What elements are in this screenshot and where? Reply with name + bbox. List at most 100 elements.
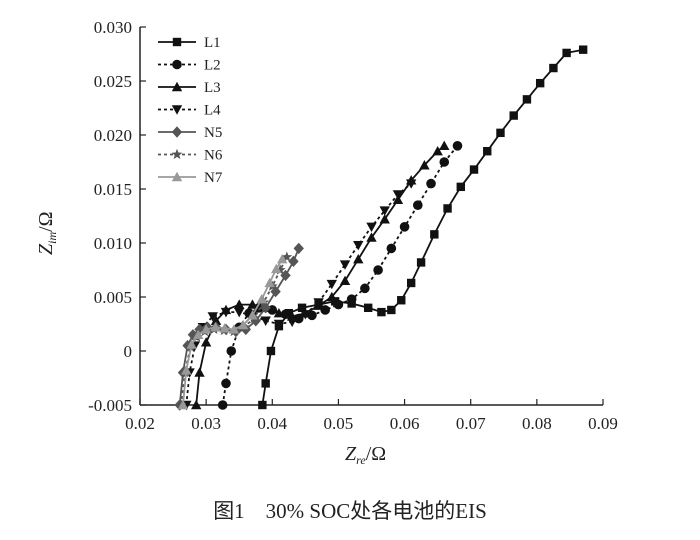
axes — [139, 27, 603, 406]
y-tick-label: 0.020 — [94, 126, 132, 145]
data-point-L4 — [234, 307, 245, 318]
data-point-L2 — [217, 400, 228, 410]
data-point-N7 — [219, 323, 230, 333]
data-point-L1 — [430, 230, 439, 239]
data-point-L2 — [373, 265, 383, 275]
y-ticks: -0.005 0 0.005 0.010 0.015 0.020 0.025 0.030 — [88, 18, 146, 415]
x-tick-label: 0.06 — [390, 414, 420, 433]
figure-caption: 图1 30% SOC处各电池的EIS — [213, 499, 487, 523]
data-point-L4 — [392, 190, 404, 200]
legend-marker-L3 — [171, 81, 183, 92]
data-point-L3 — [273, 308, 285, 318]
data-point-L2 — [307, 310, 317, 321]
y-axis-label: Zim/Ω — [35, 211, 59, 255]
legend-label-N6: N6 — [204, 148, 223, 164]
legend-marker-L2 — [172, 59, 182, 70]
data-point-L3 — [339, 275, 351, 285]
legend-label-L2: L2 — [204, 58, 221, 74]
legend-label-L3: L3 — [204, 80, 221, 96]
y-tick-label: 0.005 — [94, 288, 132, 307]
data-point-L4 — [326, 279, 338, 290]
x-tick-label: 0.03 — [191, 414, 221, 433]
legend: L1 L2 L3 L4 N5 N6 N7 — [158, 35, 223, 186]
data-point-L1 — [509, 111, 518, 120]
x-tick-label: 0.04 — [257, 414, 287, 433]
series-line-L2 — [221, 145, 459, 406]
x-ticks: 0.02 0.03 0.04 0.05 0.06 0.07 0.08 0.09 — [125, 399, 618, 433]
data-point-N7 — [181, 365, 192, 375]
data-point-L2 — [452, 141, 463, 151]
data-point-N7 — [277, 254, 288, 264]
data-point-N7 — [193, 329, 204, 339]
data-point-L1 — [363, 303, 373, 312]
data-point-L4 — [300, 310, 311, 320]
data-point-L1 — [522, 95, 532, 104]
legend-label-N7: N7 — [204, 170, 223, 186]
data-point-L3 — [200, 337, 212, 347]
data-point-L1 — [496, 128, 505, 138]
data-point-L4 — [339, 260, 351, 270]
data-point-N7 — [264, 277, 275, 288]
data-point-L1 — [469, 165, 479, 174]
legend-marker-N7 — [171, 171, 183, 182]
data-point-L4 — [273, 319, 285, 330]
data-point-N7 — [200, 324, 212, 334]
data-point-L3 — [191, 399, 202, 410]
data-point-L1 — [535, 78, 545, 88]
data-point-L4 — [220, 307, 232, 318]
data-point-L1 — [377, 307, 386, 317]
data-point-L3 — [439, 140, 450, 150]
data-point-N7 — [247, 310, 258, 320]
data-point-N7 — [177, 399, 189, 410]
data-point-L3 — [326, 291, 338, 302]
data-point-N7 — [256, 293, 267, 304]
data-point-L2 — [226, 346, 237, 356]
series-L1 — [258, 45, 588, 410]
data-point-L2 — [346, 294, 357, 304]
data-point-L1 — [406, 278, 416, 288]
data-point-N7 — [186, 339, 197, 349]
data-point-L4 — [207, 312, 218, 322]
data-point-N7 — [210, 322, 221, 332]
data-point-L1 — [416, 258, 426, 267]
data-point-L3 — [234, 299, 245, 309]
data-point-L2 — [221, 378, 231, 389]
data-point-L4 — [405, 179, 417, 189]
data-point-N7 — [237, 319, 249, 330]
y-tick-label: 0 — [124, 342, 133, 361]
data-point-L1 — [483, 147, 492, 156]
data-point-L1 — [387, 305, 396, 315]
data-point-L2 — [333, 299, 344, 310]
x-tick-label: 0.08 — [522, 414, 552, 433]
legend-label-L1: L1 — [204, 35, 221, 51]
data-point-N6 — [274, 264, 286, 275]
series-L2 — [217, 141, 463, 410]
x-axis-label: Zre/Ω — [345, 443, 386, 467]
data-point-N6 — [281, 251, 293, 262]
legend-label-N5: N5 — [204, 125, 222, 141]
data-point-L2 — [320, 305, 331, 315]
data-point-L3 — [366, 232, 377, 242]
x-tick-label: 0.05 — [324, 414, 354, 433]
data-point-N7 — [271, 263, 282, 274]
series-line-L4 — [185, 182, 412, 406]
data-point-L1 — [562, 48, 571, 58]
data-point-L4 — [379, 206, 390, 216]
series-N7 — [177, 254, 288, 410]
legend-marker-L1 — [172, 37, 182, 47]
data-point-L2 — [413, 200, 423, 210]
legend-marker-L4 — [171, 105, 183, 115]
data-point-L1 — [266, 346, 276, 356]
data-point-L1 — [258, 400, 267, 410]
data-point-L4 — [260, 316, 271, 326]
data-point-L3 — [419, 160, 430, 170]
y-tick-label: 0.010 — [94, 234, 132, 253]
data-point-L1 — [297, 303, 307, 312]
data-point-L2 — [386, 243, 397, 254]
data-point-L3 — [432, 146, 443, 156]
data-point-L1 — [443, 204, 452, 213]
legend-label-L4: L4 — [204, 103, 221, 119]
data-point-L1 — [397, 296, 406, 305]
